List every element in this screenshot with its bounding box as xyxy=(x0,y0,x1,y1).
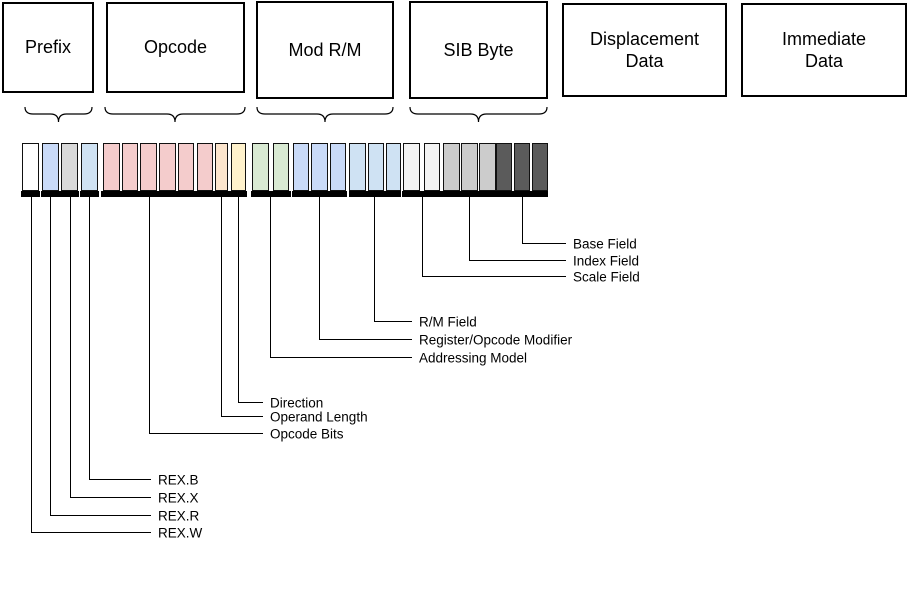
bit-group-bar-rex-w xyxy=(21,190,40,197)
field-label-base-field: Base Field xyxy=(573,236,637,252)
byte-box-immediate-label: Immediate Data xyxy=(781,28,867,72)
byte-box-sib-label: SIB Byte xyxy=(443,39,514,60)
bit-cell-register-opcode-modifier-0 xyxy=(292,143,309,191)
connector-horizontal-rex-x xyxy=(69,497,151,499)
connector-vertical-opcode-bits xyxy=(149,197,151,433)
bit-cell-rex-r-0 xyxy=(41,143,59,191)
field-label-register-opcode-modifier: Register/Opcode Modifier xyxy=(419,332,573,348)
connector-horizontal-index-field xyxy=(468,259,566,261)
bit-cell-register-opcode-modifier-2 xyxy=(329,143,346,191)
byte-box-immediate: Immediate Data xyxy=(741,3,907,97)
byte-box-displacement-label: Displacement Data xyxy=(589,28,700,72)
connector-vertical-rex-w xyxy=(30,197,32,532)
brace-prefix xyxy=(24,106,93,123)
bit-cell-opcode-bits-2 xyxy=(140,143,157,191)
connector-vertical-rex-r xyxy=(50,197,52,515)
bit-cell-rex-x-0 xyxy=(61,143,78,191)
connector-vertical-rex-x xyxy=(69,197,71,497)
field-label-operand-length: Operand Length xyxy=(270,409,368,424)
bit-cell-rm-field-1 xyxy=(367,143,384,191)
field-label-rex-r: REX.R xyxy=(158,508,200,523)
connector-vertical-register-opcode-modifier xyxy=(319,197,321,339)
connector-vertical-addressing-model xyxy=(270,197,272,357)
connector-horizontal-opcode-bits xyxy=(149,433,263,435)
bit-cell-opcode-bits-1 xyxy=(121,143,139,191)
connector-horizontal-rex-b xyxy=(89,478,151,480)
field-label-rex-w: REX.W xyxy=(158,525,203,541)
field-label-addressing-model: Addressing Model xyxy=(419,350,528,366)
bit-group-bar-base-field xyxy=(495,190,548,197)
connector-vertical-rm-field xyxy=(373,197,375,321)
byte-box-prefix: Prefix xyxy=(2,2,94,93)
field-label-rex-x: REX.X xyxy=(158,490,199,506)
field-label-rex-b: REX.B xyxy=(158,472,199,487)
bit-group-bar-scale-field xyxy=(402,190,442,197)
bit-group-bar-index-field xyxy=(442,190,496,197)
bit-cell-rm-field-2 xyxy=(385,143,401,191)
bit-cell-opcode-bits-3 xyxy=(159,143,176,191)
bit-cell-opcode-bits-5 xyxy=(196,143,213,191)
byte-box-modrm-label: Mod R/M xyxy=(288,39,362,60)
bit-cell-register-opcode-modifier-1 xyxy=(311,143,328,191)
field-label-rm-field: R/M Field xyxy=(419,314,477,330)
bit-cell-rm-field-0 xyxy=(349,143,366,191)
bit-cell-addressing-model-0 xyxy=(252,143,269,191)
brace-sib xyxy=(409,106,548,123)
bit-cell-direction-0 xyxy=(230,143,246,191)
bit-group-bar-rex-b xyxy=(79,190,99,197)
bit-cell-index-field-1 xyxy=(461,143,478,191)
bit-cell-index-field-2 xyxy=(479,143,496,191)
connector-horizontal-register-opcode-modifier xyxy=(319,339,412,341)
bit-group-bar-rex-r xyxy=(40,190,60,197)
bit-cell-scale-field-0 xyxy=(402,143,420,191)
bit-cell-rex-w-0 xyxy=(22,143,39,191)
brace-opcode xyxy=(104,106,246,123)
connector-vertical-operand-length xyxy=(221,197,223,416)
connector-vertical-direction xyxy=(237,197,239,402)
byte-box-prefix-label: Prefix xyxy=(24,37,71,58)
connector-vertical-index-field xyxy=(468,197,470,260)
bit-cell-base-field-1 xyxy=(514,143,530,191)
byte-box-displacement: Displacement Data xyxy=(562,3,727,97)
bit-cell-scale-field-1 xyxy=(424,143,440,191)
bit-cell-rex-b-0 xyxy=(80,143,98,191)
bit-group-bar-rex-x xyxy=(60,190,79,197)
byte-box-sib: SIB Byte xyxy=(409,1,548,99)
connector-horizontal-rex-r xyxy=(50,514,151,516)
bit-cell-opcode-bits-4 xyxy=(177,143,195,191)
bit-cell-operand-length-0 xyxy=(214,143,228,191)
field-label-direction: Direction xyxy=(270,395,324,411)
connector-horizontal-operand-length xyxy=(221,415,263,417)
bit-group-bar-register-opcode-modifier xyxy=(292,190,347,197)
field-label-scale-field: Scale Field xyxy=(573,269,640,285)
connector-vertical-rex-b xyxy=(89,197,91,479)
connector-vertical-scale-field xyxy=(421,197,423,276)
byte-box-modrm: Mod R/M xyxy=(256,1,394,99)
bit-cell-base-field-0 xyxy=(496,143,512,191)
bit-group-bar-operand-length xyxy=(213,190,230,197)
bit-cell-opcode-bits-0 xyxy=(103,143,120,191)
brace-modrm xyxy=(256,106,394,123)
field-label-opcode-bits: Opcode Bits xyxy=(270,426,344,442)
field-label-index-field: Index Field xyxy=(573,253,640,268)
bit-group-bar-opcode-bits xyxy=(101,190,213,197)
connector-horizontal-rm-field xyxy=(373,321,412,323)
connector-horizontal-base-field xyxy=(521,243,566,245)
bit-group-bar-direction xyxy=(229,190,247,197)
connector-vertical-base-field xyxy=(521,197,523,243)
connector-horizontal-scale-field xyxy=(421,276,566,278)
bit-cell-index-field-0 xyxy=(442,143,460,191)
byte-box-opcode: Opcode xyxy=(106,2,245,93)
connector-horizontal-direction xyxy=(237,402,263,404)
connector-horizontal-rex-w xyxy=(30,532,151,534)
bit-cell-addressing-model-1 xyxy=(272,143,289,191)
bit-cell-base-field-2 xyxy=(532,143,548,191)
connector-horizontal-addressing-model xyxy=(270,357,412,359)
byte-box-opcode-label: Opcode xyxy=(143,37,208,58)
bit-group-bar-rm-field xyxy=(348,190,401,197)
bit-group-bar-addressing-model xyxy=(251,190,291,197)
